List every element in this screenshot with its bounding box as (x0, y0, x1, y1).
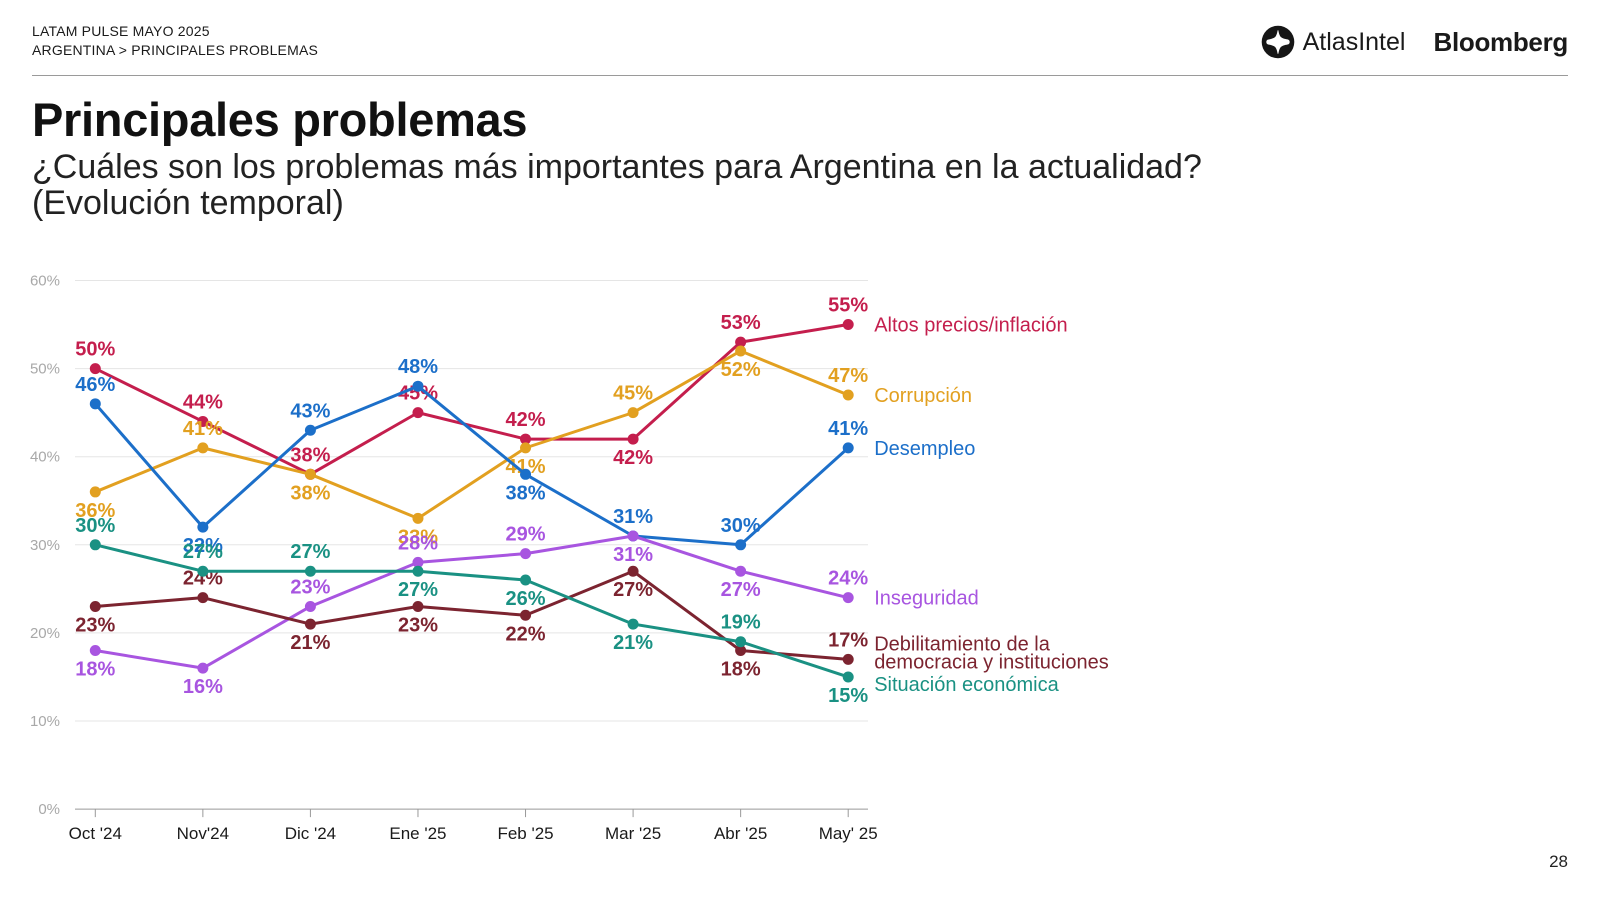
svg-text:31%: 31% (613, 506, 653, 528)
svg-text:45%: 45% (613, 383, 653, 405)
svg-text:18%: 18% (721, 659, 761, 681)
svg-text:31%: 31% (613, 544, 653, 566)
svg-text:50%: 50% (75, 339, 115, 361)
svg-text:27%: 27% (721, 579, 761, 601)
svg-text:21%: 21% (290, 632, 330, 654)
svg-text:30%: 30% (721, 515, 761, 537)
svg-text:Ene '25: Ene '25 (389, 824, 446, 843)
svg-text:43%: 43% (290, 400, 330, 422)
svg-text:17%: 17% (828, 629, 868, 651)
svg-text:40%: 40% (30, 449, 60, 466)
svg-text:38%: 38% (506, 482, 546, 504)
svg-text:27%: 27% (398, 579, 438, 601)
svg-text:60%: 60% (30, 272, 60, 289)
svg-text:42%: 42% (613, 447, 653, 469)
svg-text:55%: 55% (828, 295, 868, 317)
svg-text:38%: 38% (290, 482, 330, 504)
svg-text:democracia y instituciones: democracia y instituciones (874, 651, 1109, 673)
svg-text:Oct '24: Oct '24 (69, 824, 122, 843)
svg-text:28%: 28% (398, 532, 438, 554)
svg-text:Feb '25: Feb '25 (497, 824, 553, 843)
svg-text:41%: 41% (183, 418, 223, 440)
svg-text:44%: 44% (183, 391, 223, 413)
svg-text:Mar '25: Mar '25 (605, 824, 661, 843)
svg-text:41%: 41% (828, 418, 868, 440)
svg-text:27%: 27% (613, 579, 653, 601)
svg-text:24%: 24% (828, 568, 868, 590)
svg-text:Dic '24: Dic '24 (285, 824, 336, 843)
svg-text:Corrupción: Corrupción (874, 385, 972, 407)
svg-text:42%: 42% (506, 409, 546, 431)
svg-text:47%: 47% (828, 365, 868, 387)
svg-text:10%: 10% (30, 713, 60, 730)
svg-text:29%: 29% (506, 524, 546, 546)
svg-text:20%: 20% (30, 625, 60, 642)
svg-text:27%: 27% (183, 541, 223, 563)
svg-text:16%: 16% (183, 676, 223, 698)
svg-text:Inseguridad: Inseguridad (874, 588, 979, 610)
svg-text:53%: 53% (721, 312, 761, 334)
svg-text:26%: 26% (506, 588, 546, 610)
svg-text:Altos precios/inflación: Altos precios/inflación (874, 315, 1067, 337)
svg-text:23%: 23% (398, 614, 438, 636)
svg-text:18%: 18% (75, 659, 115, 681)
svg-text:0%: 0% (38, 801, 60, 818)
svg-text:23%: 23% (75, 614, 115, 636)
svg-text:Nov'24: Nov'24 (177, 824, 229, 843)
svg-text:Abr '25: Abr '25 (714, 824, 767, 843)
svg-text:15%: 15% (828, 685, 868, 707)
svg-text:38%: 38% (290, 444, 330, 466)
svg-text:Situación económica: Situación económica (874, 674, 1059, 696)
svg-text:48%: 48% (398, 356, 438, 378)
svg-text:21%: 21% (613, 632, 653, 654)
svg-text:52%: 52% (721, 359, 761, 381)
svg-text:50%: 50% (30, 361, 60, 378)
svg-text:30%: 30% (75, 515, 115, 537)
svg-text:22%: 22% (506, 623, 546, 645)
svg-text:Desempleo: Desempleo (874, 438, 975, 460)
svg-text:May' 25: May' 25 (819, 824, 878, 843)
svg-text:27%: 27% (290, 541, 330, 563)
svg-text:30%: 30% (30, 537, 60, 554)
svg-text:23%: 23% (290, 576, 330, 598)
svg-text:46%: 46% (75, 374, 115, 396)
svg-text:19%: 19% (721, 612, 761, 634)
